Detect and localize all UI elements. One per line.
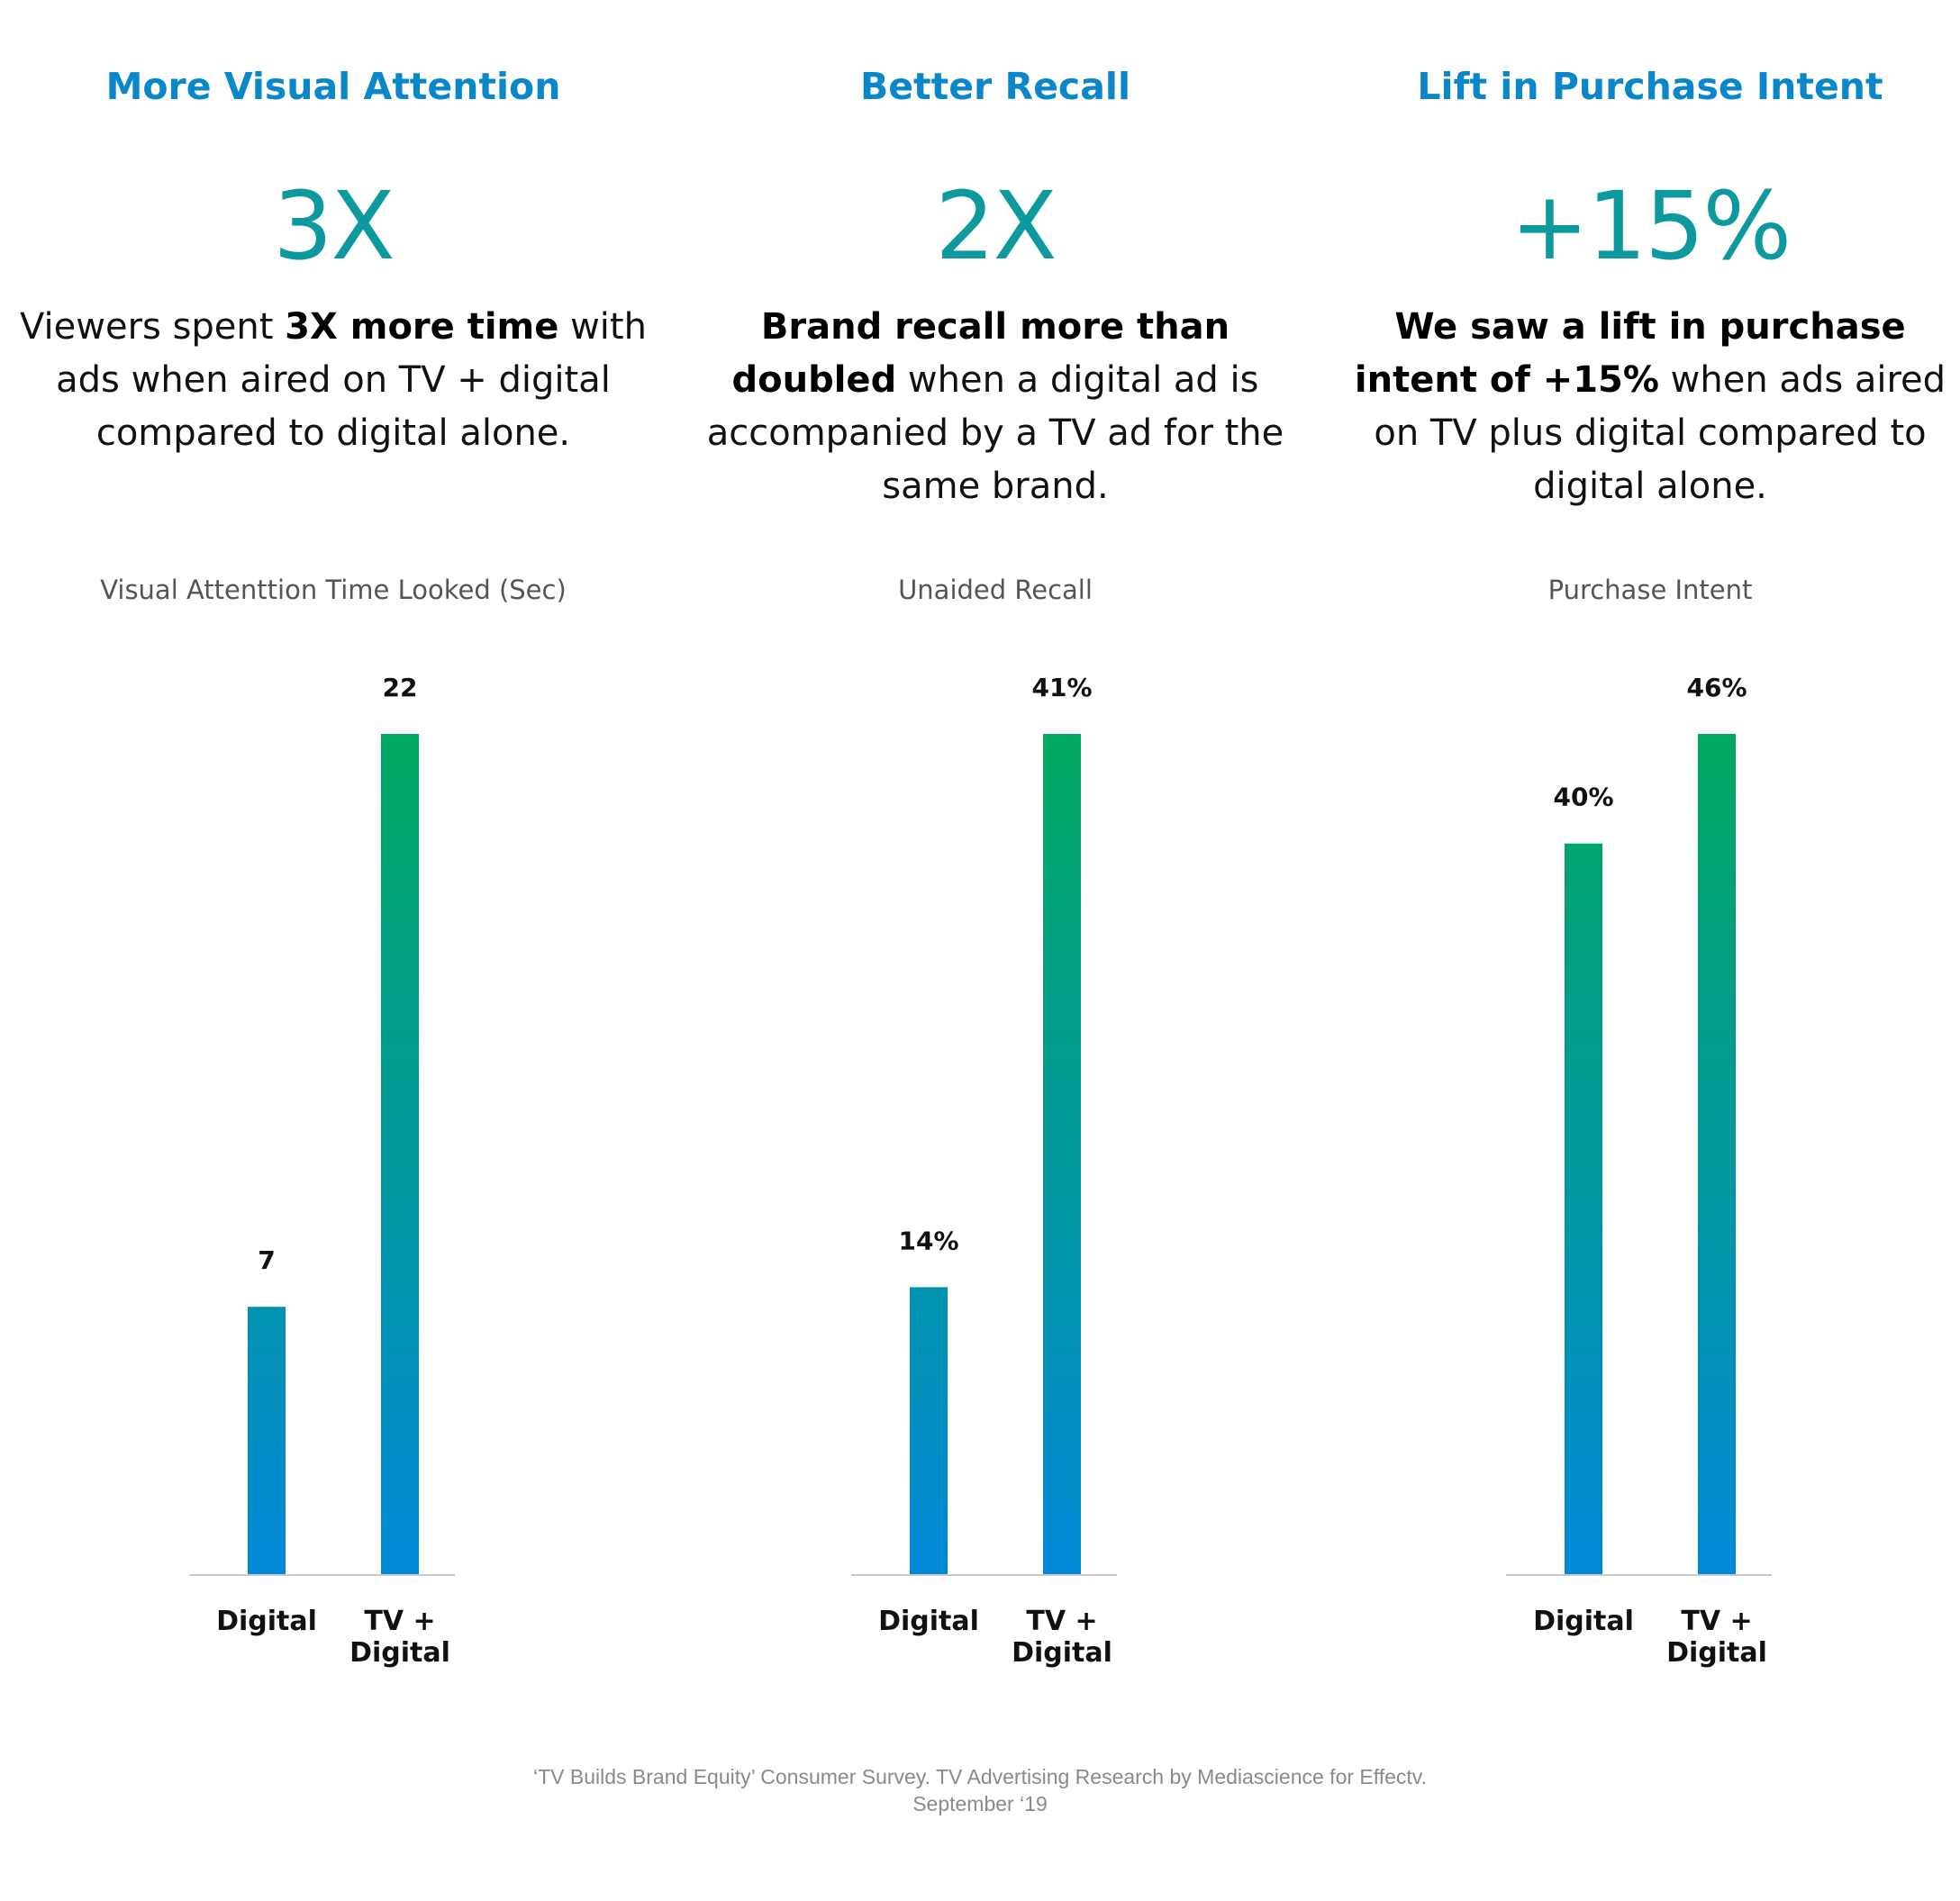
bar-chart: 40% Digital 46% TV + Digital: [1506, 673, 1772, 1669]
bar-value-label: 14%: [898, 1226, 958, 1255]
bar-value-label: 22: [383, 673, 418, 702]
category-label: TV + Digital: [349, 1606, 450, 1669]
bar-value-label: 7: [258, 1245, 275, 1275]
bar-chart: 14% Digital 41% TV + Digital: [851, 673, 1117, 1669]
bar: [248, 1307, 286, 1574]
bar: [381, 734, 419, 1574]
description-part: when a digital ad is accompanied by a TV…: [706, 359, 1284, 507]
description-part: when ads aired on TV plus digital compar…: [1374, 359, 1946, 507]
source-line-2: September ‘19: [912, 1792, 1048, 1815]
category-label: TV + Digital: [1012, 1606, 1112, 1669]
big-stat: 2X: [935, 171, 1057, 281]
category-label: Digital: [1533, 1606, 1634, 1637]
description-part: with ads when aired on TV + digital comp…: [56, 306, 647, 454]
category-label: Digital: [878, 1606, 979, 1637]
panel-title: More Visual Attention: [105, 65, 561, 108]
bar: [910, 1287, 948, 1574]
bar-chart: 7 Digital 22 TV + Digital: [189, 673, 455, 1669]
description: We saw a lift in purchase intent of +15%…: [1335, 301, 1960, 513]
description-part: 3X more time: [285, 306, 559, 348]
panel-purchase-intent: Lift in Purchase Intent +15% We saw a li…: [1317, 0, 1960, 1711]
bar-value-label: 46%: [1686, 673, 1747, 702]
chart-label: Unaided Recall: [898, 575, 1093, 605]
description: Brand recall more than doubled when a di…: [680, 301, 1311, 513]
bar: [1043, 734, 1081, 1574]
category-label: TV + Digital: [1666, 1606, 1767, 1669]
description: Viewers spent 3X more time with ads when…: [18, 301, 649, 460]
bar: [1565, 843, 1602, 1574]
bar-value-label: 40%: [1553, 783, 1613, 812]
description-part: Brand recall more than doubled: [731, 306, 1230, 401]
big-stat: 3X: [273, 171, 395, 281]
category-label: Digital: [216, 1606, 317, 1637]
description-part: We saw a lift in purchase intent of +15%: [1354, 306, 1906, 401]
panel-title: Better Recall: [859, 65, 1130, 108]
big-stat: +15%: [1510, 171, 1792, 281]
panel-visual-attention: More Visual Attention 3X Viewers spent 3…: [0, 0, 667, 1711]
chart-label: Visual Attenttion Time Looked (Sec): [100, 575, 567, 605]
description-part: Viewers spent: [20, 306, 286, 348]
source-line-1: ‘TV Builds Brand Equity’ Consumer Survey…: [533, 1765, 1427, 1788]
chart-label: Purchase Intent: [1547, 575, 1753, 605]
source-note: ‘TV Builds Brand Equity’ Consumer Survey…: [0, 1763, 1960, 1817]
panel-better-recall: Better Recall 2X Brand recall more than …: [662, 0, 1329, 1711]
bar-value-label: 41%: [1031, 673, 1092, 702]
bar: [1698, 734, 1736, 1574]
panel-title: Lift in Purchase Intent: [1417, 65, 1883, 108]
